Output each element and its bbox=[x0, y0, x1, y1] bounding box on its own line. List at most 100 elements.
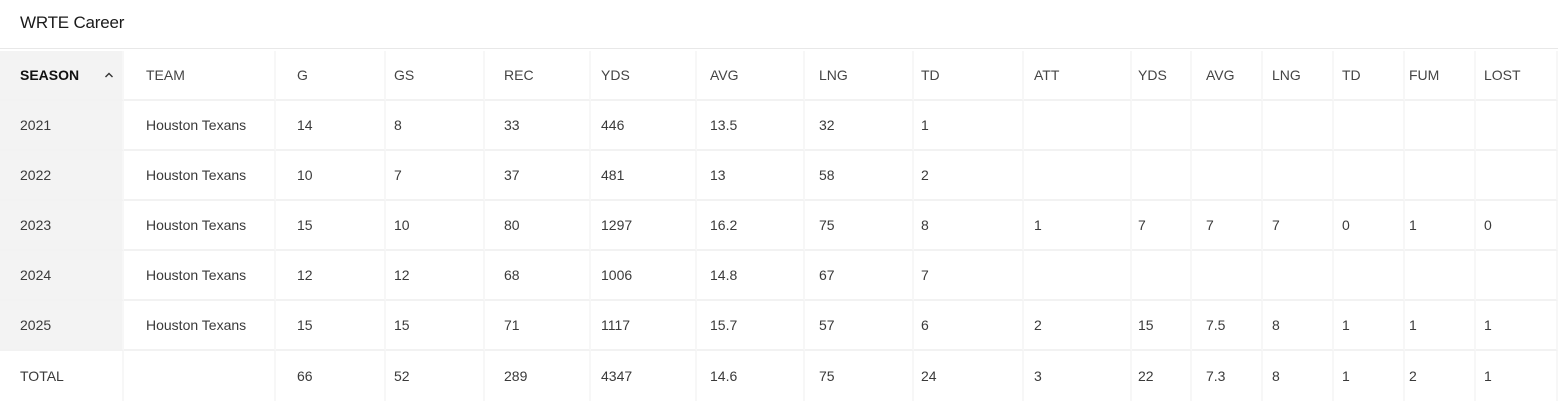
cell-lng: 32 bbox=[805, 101, 914, 151]
cell-td: 7 bbox=[914, 251, 1024, 301]
cell-rush-avg: 7.5 bbox=[1192, 301, 1263, 351]
column-header-yds[interactable]: YDS bbox=[591, 51, 697, 101]
cell-rush-avg: 7 bbox=[1192, 201, 1263, 251]
cell-lost bbox=[1476, 251, 1558, 301]
cell-team bbox=[124, 351, 276, 401]
cell-g: 66 bbox=[276, 351, 386, 401]
column-header-rec[interactable]: REC bbox=[485, 51, 591, 101]
cell-fum bbox=[1405, 251, 1476, 301]
cell-team: Houston Texans bbox=[124, 301, 276, 351]
section-header: WRTE Career bbox=[0, 0, 1558, 49]
cell-rush-td: 0 bbox=[1334, 201, 1405, 251]
cell-att bbox=[1024, 151, 1132, 201]
column-header-lost[interactable]: LOST bbox=[1476, 51, 1558, 101]
cell-total-label: TOTAL bbox=[0, 351, 124, 401]
cell-g: 12 bbox=[276, 251, 386, 301]
cell-rush-td: 1 bbox=[1334, 351, 1405, 401]
header-row: SEASON TEAM G GS REC YDS AVG LNG TD ATT … bbox=[0, 51, 1558, 101]
cell-td: 6 bbox=[914, 301, 1024, 351]
cell-rush-lng: 8 bbox=[1263, 301, 1334, 351]
cell-rush-yds bbox=[1132, 151, 1192, 201]
cell-yds: 446 bbox=[591, 101, 697, 151]
column-header-team[interactable]: TEAM bbox=[124, 51, 276, 101]
cell-att: 2 bbox=[1024, 301, 1132, 351]
column-header-lng[interactable]: LNG bbox=[805, 51, 914, 101]
cell-avg: 13 bbox=[697, 151, 805, 201]
cell-lost: 1 bbox=[1476, 351, 1558, 401]
cell-lng: 58 bbox=[805, 151, 914, 201]
table-row: 2024 Houston Texans 12 12 68 1006 14.8 6… bbox=[0, 251, 1558, 301]
column-header-avg[interactable]: AVG bbox=[697, 51, 805, 101]
cell-avg: 13.5 bbox=[697, 101, 805, 151]
cell-yds: 1117 bbox=[591, 301, 697, 351]
cell-gs: 7 bbox=[386, 151, 485, 201]
cell-rush-yds: 15 bbox=[1132, 301, 1192, 351]
cell-rush-yds bbox=[1132, 101, 1192, 151]
cell-rush-lng bbox=[1263, 151, 1334, 201]
cell-gs: 52 bbox=[386, 351, 485, 401]
cell-fum bbox=[1405, 101, 1476, 151]
cell-att bbox=[1024, 101, 1132, 151]
cell-g: 15 bbox=[276, 201, 386, 251]
cell-att bbox=[1024, 251, 1132, 301]
chevron-up-icon[interactable] bbox=[104, 70, 114, 80]
cell-team: Houston Texans bbox=[124, 101, 276, 151]
cell-team: Houston Texans bbox=[124, 151, 276, 201]
column-header-td[interactable]: TD bbox=[914, 51, 1024, 101]
cell-season: 2025 bbox=[0, 301, 124, 351]
cell-gs: 10 bbox=[386, 201, 485, 251]
cell-td: 2 bbox=[914, 151, 1024, 201]
cell-rush-td: 1 bbox=[1334, 301, 1405, 351]
career-stats-table: SEASON TEAM G GS REC YDS AVG LNG TD ATT … bbox=[0, 51, 1558, 401]
column-header-rush-yds[interactable]: YDS bbox=[1132, 51, 1192, 101]
cell-lost: 1 bbox=[1476, 301, 1558, 351]
column-header-att[interactable]: ATT bbox=[1024, 51, 1132, 101]
cell-yds: 481 bbox=[591, 151, 697, 201]
cell-season: 2024 bbox=[0, 251, 124, 301]
cell-lost: 0 bbox=[1476, 201, 1558, 251]
cell-season: 2021 bbox=[0, 101, 124, 151]
total-row: TOTAL 66 52 289 4347 14.6 75 24 3 22 7.3… bbox=[0, 351, 1558, 401]
cell-g: 10 bbox=[276, 151, 386, 201]
cell-rush-avg bbox=[1192, 151, 1263, 201]
column-header-label: SEASON bbox=[20, 67, 80, 83]
cell-att: 3 bbox=[1024, 351, 1132, 401]
cell-rec: 68 bbox=[485, 251, 591, 301]
cell-season: 2022 bbox=[0, 151, 124, 201]
cell-lng: 67 bbox=[805, 251, 914, 301]
column-header-season[interactable]: SEASON bbox=[0, 51, 124, 101]
column-header-rush-avg[interactable]: AVG bbox=[1192, 51, 1263, 101]
cell-rec: 37 bbox=[485, 151, 591, 201]
cell-rush-avg bbox=[1192, 251, 1263, 301]
cell-rush-avg: 7.3 bbox=[1192, 351, 1263, 401]
cell-rush-td bbox=[1334, 101, 1405, 151]
cell-team: Houston Texans bbox=[124, 201, 276, 251]
table-row: 2025 Houston Texans 15 15 71 1117 15.7 5… bbox=[0, 301, 1558, 351]
column-header-fum[interactable]: FUM bbox=[1405, 51, 1476, 101]
cell-fum: 1 bbox=[1405, 201, 1476, 251]
cell-yds: 1006 bbox=[591, 251, 697, 301]
cell-rush-yds: 22 bbox=[1132, 351, 1192, 401]
cell-rush-yds bbox=[1132, 251, 1192, 301]
cell-td: 8 bbox=[914, 201, 1024, 251]
cell-td: 24 bbox=[914, 351, 1024, 401]
table-row: 2023 Houston Texans 15 10 80 1297 16.2 7… bbox=[0, 201, 1558, 251]
cell-yds: 4347 bbox=[591, 351, 697, 401]
column-header-gs[interactable]: GS bbox=[386, 51, 485, 101]
section-title: WRTE Career bbox=[20, 13, 125, 32]
cell-rush-td bbox=[1334, 151, 1405, 201]
column-header-rush-td[interactable]: TD bbox=[1334, 51, 1405, 101]
cell-rush-lng: 7 bbox=[1263, 201, 1334, 251]
cell-gs: 8 bbox=[386, 101, 485, 151]
cell-td: 1 bbox=[914, 101, 1024, 151]
cell-fum bbox=[1405, 151, 1476, 201]
cell-rush-avg bbox=[1192, 101, 1263, 151]
cell-rec: 71 bbox=[485, 301, 591, 351]
cell-yds: 1297 bbox=[591, 201, 697, 251]
cell-gs: 15 bbox=[386, 301, 485, 351]
column-header-rush-lng[interactable]: LNG bbox=[1263, 51, 1334, 101]
cell-fum: 1 bbox=[1405, 301, 1476, 351]
cell-rush-yds: 7 bbox=[1132, 201, 1192, 251]
column-header-g[interactable]: G bbox=[276, 51, 386, 101]
cell-lng: 75 bbox=[805, 351, 914, 401]
